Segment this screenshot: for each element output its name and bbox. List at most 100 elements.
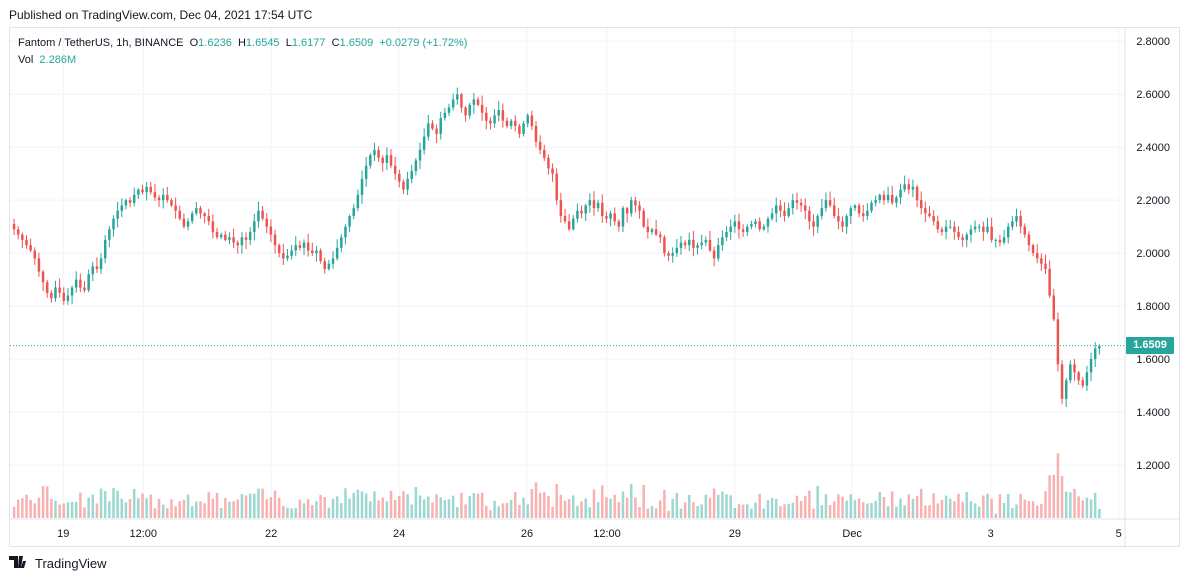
volume-bar	[128, 499, 132, 518]
candle-body	[961, 237, 964, 240]
volume-bar	[315, 501, 318, 518]
volume-bar	[601, 485, 604, 518]
volume-bar	[99, 488, 103, 518]
candle-body	[141, 189, 144, 193]
candle-body	[563, 216, 567, 222]
volume-bar	[319, 494, 322, 518]
volume-bar	[783, 504, 786, 518]
candle-body	[33, 250, 37, 259]
volume-bar	[402, 491, 405, 518]
volume-bar	[66, 502, 70, 518]
symbol-title[interactable]: Fantom / TetherUS, 1h, BINANCE	[18, 37, 184, 49]
volume-bar	[526, 504, 529, 518]
volume-label[interactable]: Vol	[18, 54, 34, 66]
candle-body	[965, 234, 969, 240]
volume-bar	[414, 486, 418, 518]
candle-body	[675, 247, 679, 254]
candle-body	[538, 141, 542, 150]
volume-bar	[157, 498, 161, 518]
candle-body	[91, 266, 95, 275]
candle-body	[779, 205, 782, 211]
candle-body	[112, 218, 115, 230]
candle-body	[37, 258, 41, 272]
volume-bar	[1056, 453, 1060, 518]
candle-body	[953, 226, 956, 232]
candle-body	[1019, 216, 1022, 227]
chart-legend: Fantom / TetherUS, 1h, BINANCE O1.6236 H…	[18, 35, 467, 69]
candle-body	[132, 194, 136, 203]
volume-bar	[1048, 475, 1051, 518]
volume-bar	[567, 499, 571, 518]
candle-body	[16, 229, 20, 235]
candle-body	[841, 221, 844, 227]
candle-body	[352, 208, 355, 217]
volume-bar	[667, 510, 670, 518]
volume-row: Vol 2.286M	[18, 52, 467, 69]
volume-value: 2.286M	[39, 54, 77, 66]
volume-bar	[1006, 493, 1010, 518]
candle-body	[128, 200, 132, 203]
volume-bar	[464, 504, 467, 518]
volume-bar	[986, 493, 989, 518]
candle-body	[153, 192, 157, 198]
volume-bar	[712, 488, 716, 518]
volume-bar	[116, 490, 119, 518]
candle-body	[273, 234, 277, 246]
candle-body	[845, 216, 848, 227]
candle-body	[567, 221, 571, 230]
volume-bar	[733, 508, 737, 518]
candle-body	[803, 205, 807, 211]
volume-bar	[646, 508, 650, 518]
volume-bar	[1044, 491, 1047, 518]
candle-body	[783, 210, 786, 217]
volume-bar	[932, 493, 935, 518]
candle-body	[1048, 269, 1051, 296]
candle-body	[808, 210, 811, 222]
candle-body	[973, 226, 977, 230]
volume-bar	[555, 483, 558, 518]
candle-body	[1011, 221, 1014, 227]
chart-grid	[10, 28, 1124, 518]
volume-bar	[625, 497, 629, 518]
volume-bar	[1093, 492, 1097, 518]
candle-body	[253, 221, 256, 232]
candle-body	[621, 208, 625, 227]
candle-body	[170, 200, 173, 206]
candle-body	[414, 160, 418, 172]
volume-bar	[331, 498, 335, 518]
volume-bar	[385, 501, 389, 518]
volume-bar	[969, 501, 973, 518]
volume-bar	[195, 501, 198, 518]
candle-body	[137, 189, 140, 195]
volume-bar	[381, 497, 384, 518]
tradingview-logo[interactable]: TradingView	[9, 556, 107, 571]
volume-bar	[120, 498, 124, 518]
candle-body	[215, 231, 219, 238]
candle-body	[373, 149, 376, 156]
candle-body	[219, 234, 223, 238]
volume-bar	[671, 498, 674, 518]
published-caption: Published on TradingView.com, Dec 04, 20…	[9, 8, 313, 22]
volume-bar	[543, 492, 546, 518]
volume-bar	[547, 495, 550, 518]
candle-body	[890, 194, 894, 203]
candle-body	[356, 194, 360, 209]
candle-body	[431, 123, 434, 129]
open-label: O	[189, 37, 199, 49]
candle-body	[1060, 364, 1064, 399]
volume-bar	[340, 503, 343, 518]
volume-bar	[708, 497, 712, 518]
volume-bar	[431, 502, 434, 518]
volume-bars	[12, 453, 1101, 518]
candle-body	[443, 112, 447, 119]
candle-body	[174, 205, 177, 211]
volume-bar	[1011, 507, 1014, 518]
volume-bar	[1035, 505, 1039, 518]
candle-body	[530, 115, 534, 126]
candle-body	[393, 165, 397, 174]
volume-bar	[990, 498, 993, 518]
candle-body	[928, 213, 931, 217]
volume-bar	[91, 494, 95, 518]
volume-bar	[787, 503, 790, 518]
